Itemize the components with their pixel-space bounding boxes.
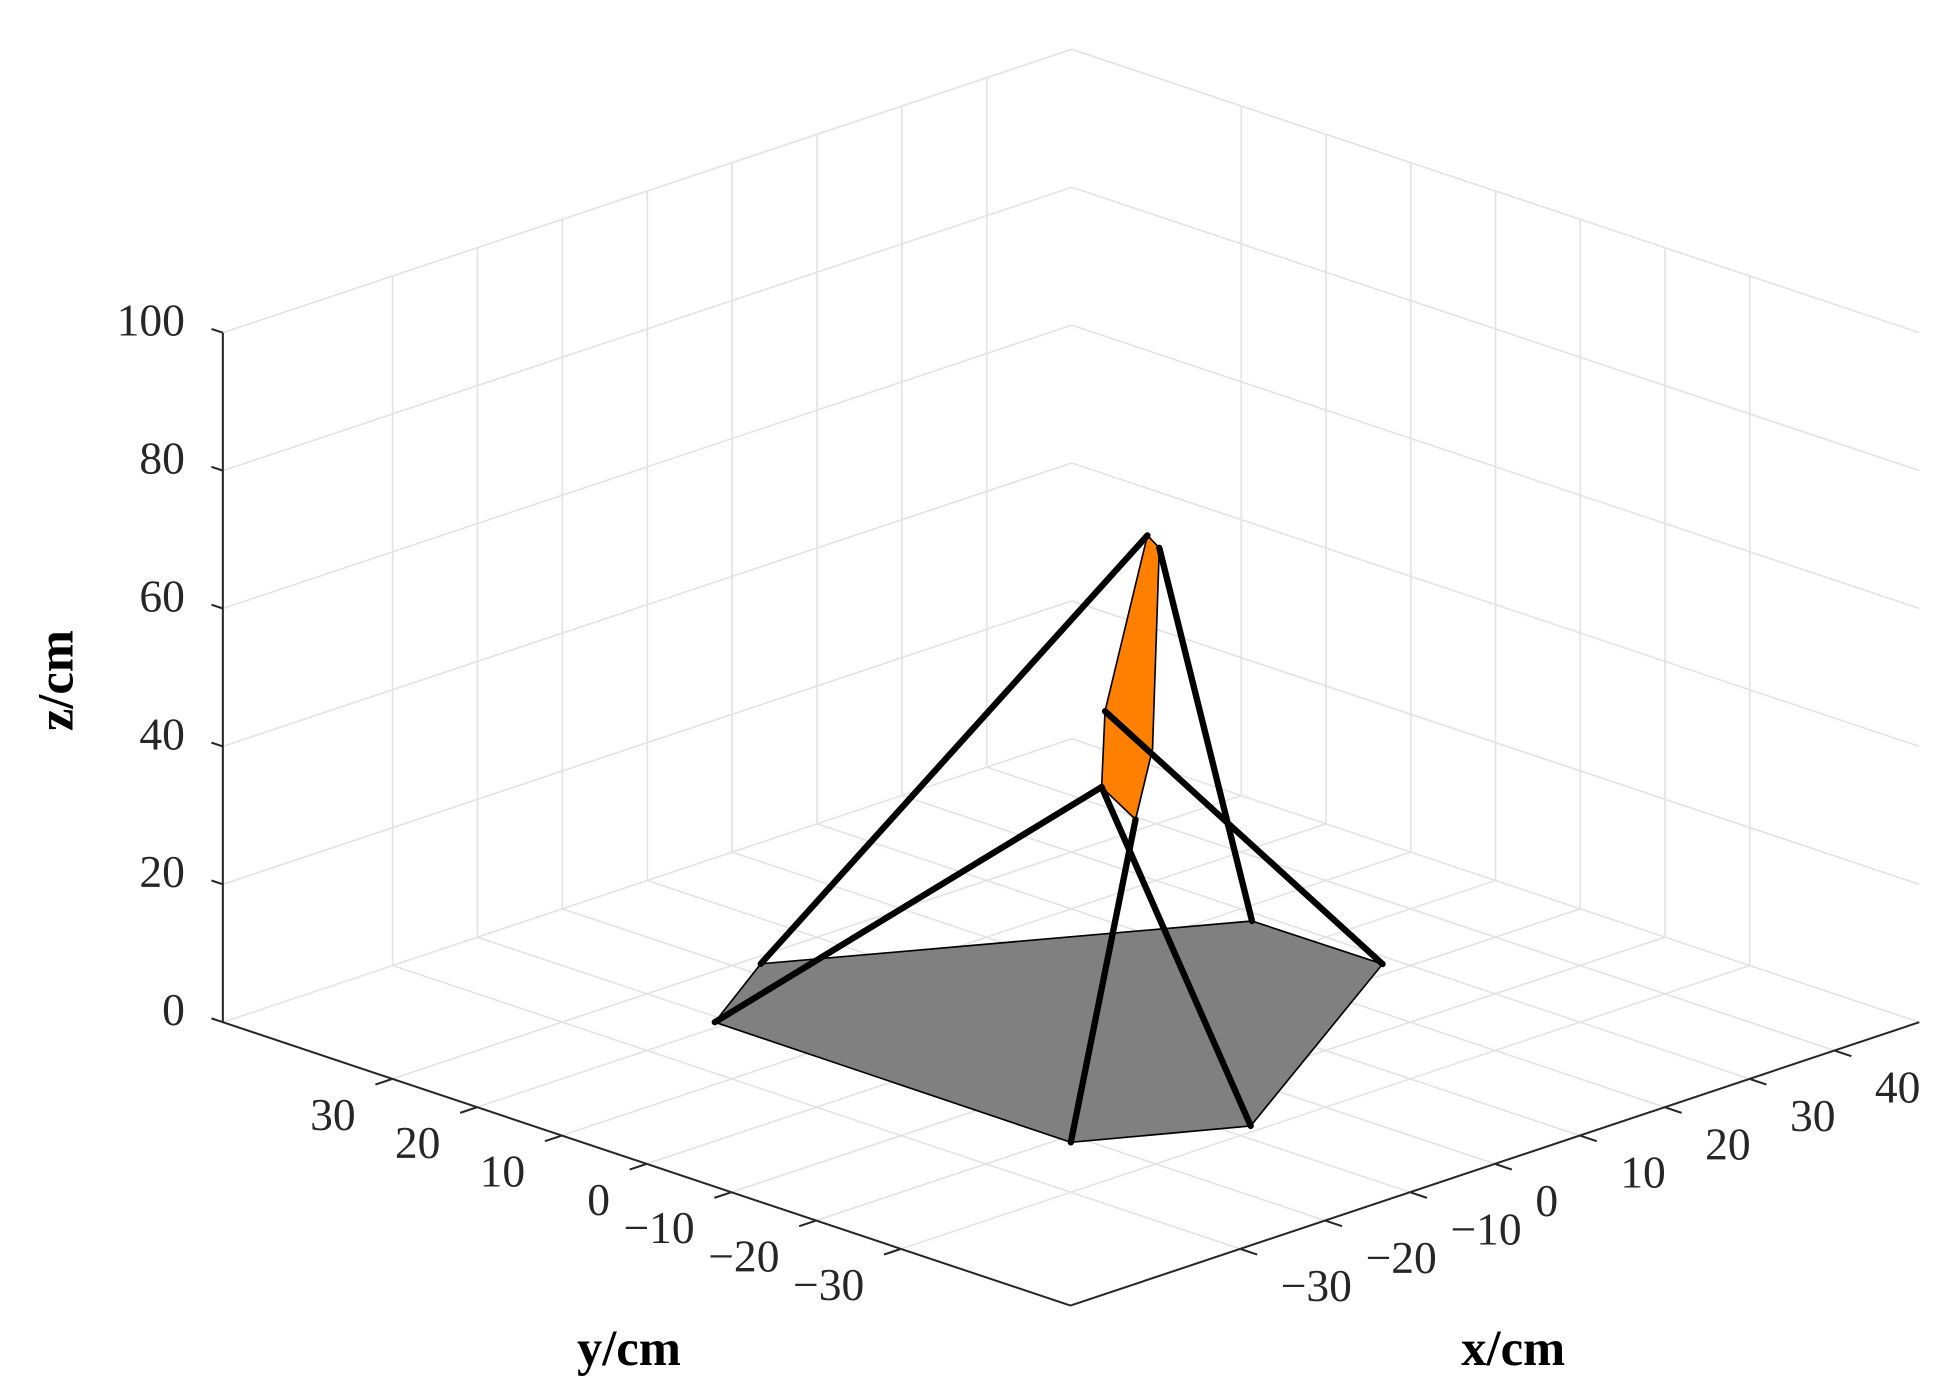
z-tick-label: 40	[139, 708, 185, 759]
z-tick	[211, 879, 224, 886]
y-tick-label: 10	[480, 1145, 526, 1196]
grid-line	[222, 324, 1072, 610]
z-tick-label: 100	[117, 295, 185, 346]
grid-line	[222, 738, 1072, 1023]
x-tick-label: 0	[1535, 1175, 1558, 1226]
grid-line	[900, 964, 1751, 1250]
leg-line	[1156, 544, 1256, 925]
x-tick-label: 20	[1705, 1118, 1751, 1169]
grid-line	[222, 186, 1072, 472]
y-tick-label: −10	[624, 1202, 695, 1253]
y-tick-label: 0	[587, 1174, 610, 1225]
x-tick	[1409, 1191, 1428, 1199]
y-tick-label: −20	[708, 1230, 779, 1281]
y-tick	[544, 1134, 563, 1143]
leg-line	[1098, 783, 1254, 1130]
grid-line	[1071, 324, 1920, 610]
y-tick	[459, 1106, 478, 1114]
y-tick	[714, 1191, 732, 1199]
z-tick	[211, 1017, 224, 1024]
y-tick-label: 30	[310, 1089, 356, 1140]
leg-line	[1101, 708, 1386, 968]
x-tick	[1579, 1134, 1598, 1143]
z-tick-label: 60	[139, 570, 185, 621]
x-axis-title: x/cm	[1461, 1320, 1565, 1376]
leg-line	[1067, 816, 1139, 1146]
z-tick-label: 0	[162, 984, 185, 1035]
grid-line	[1071, 600, 1920, 886]
z-tick-label: 20	[139, 846, 185, 897]
x-tick	[1664, 1106, 1682, 1114]
y-tick-label: 20	[395, 1117, 441, 1168]
grid-line	[1071, 186, 1920, 472]
x-tick	[1749, 1077, 1767, 1086]
x-tick	[1239, 1247, 1258, 1256]
x-tick-label: −20	[1366, 1232, 1437, 1283]
grid-line	[1071, 48, 1920, 334]
leg-line	[711, 783, 1105, 1026]
z-axis-title: z/cm	[28, 630, 84, 731]
leg-line	[757, 532, 1151, 967]
grid-line	[222, 600, 1072, 886]
surface	[713, 920, 1384, 1144]
grid-line	[222, 462, 1072, 748]
x-tick-label: 30	[1790, 1090, 1836, 1141]
x-tick	[1834, 1049, 1852, 1058]
z-tick	[211, 465, 224, 472]
z-tick-label: 80	[139, 432, 185, 483]
z-tick	[211, 741, 224, 748]
x-tick	[1324, 1219, 1343, 1228]
grid-line	[1071, 462, 1920, 748]
y-tick	[798, 1219, 817, 1228]
grid-line	[222, 48, 1072, 334]
y-tick	[375, 1077, 393, 1086]
grid-line	[392, 794, 1242, 1080]
y-tick-label: −30	[793, 1259, 864, 1310]
x-tick-label: 10	[1620, 1147, 1666, 1198]
y-axis-title: y/cm	[577, 1320, 681, 1376]
y-tick	[883, 1247, 902, 1256]
x-tick	[1494, 1162, 1513, 1171]
z-tick	[211, 327, 224, 334]
z-tick	[211, 603, 224, 610]
x-tick-label: 40	[1875, 1062, 1921, 1113]
x-tick-label: −30	[1281, 1260, 1352, 1311]
grid-line	[1071, 738, 1920, 1023]
y-tick	[629, 1162, 647, 1171]
x-tick-label: −10	[1450, 1203, 1521, 1254]
